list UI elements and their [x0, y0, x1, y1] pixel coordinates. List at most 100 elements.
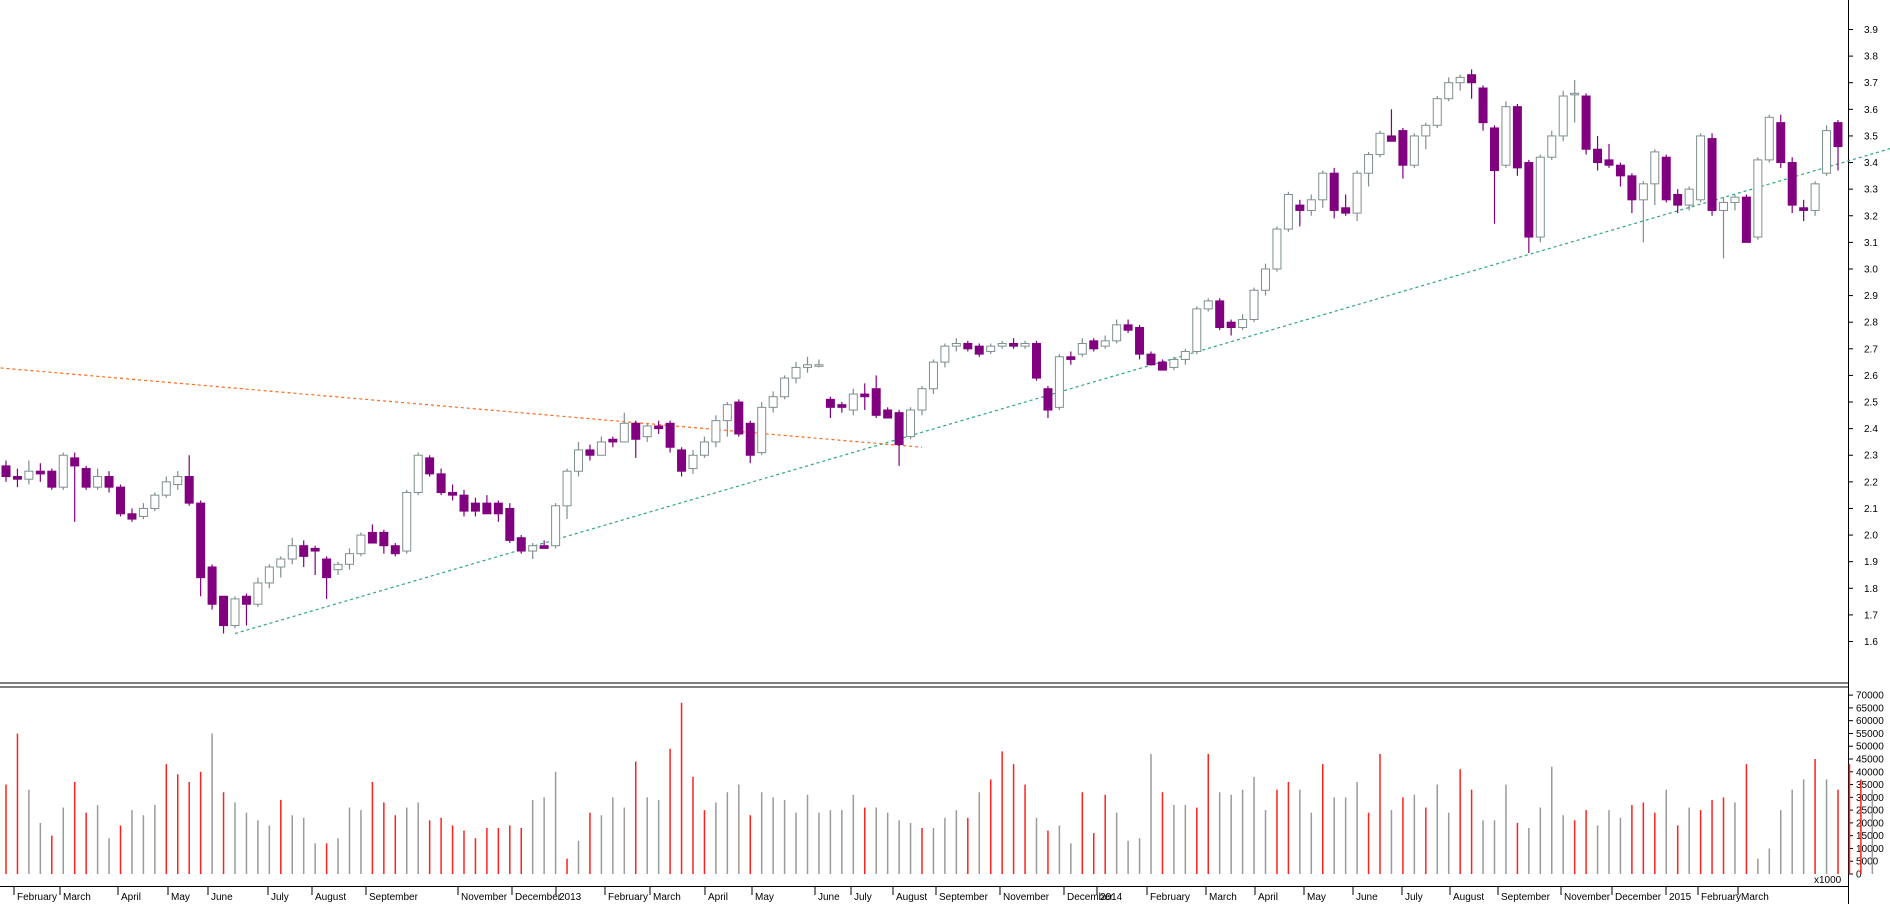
candle-up	[1444, 82, 1454, 100]
candle-up	[58, 454, 68, 488]
candle-down	[436, 473, 446, 493]
candle-down	[505, 507, 515, 541]
volume-tick-label: 65000	[1856, 703, 1884, 714]
candle-up	[1753, 159, 1763, 238]
candle-down	[883, 409, 893, 419]
candle-up	[24, 470, 34, 480]
candle-down	[745, 422, 755, 456]
date-tick-label: February	[17, 892, 57, 903]
volume-tick-label: 45000	[1856, 755, 1884, 766]
price-tick-label: 2.9	[1864, 291, 1878, 302]
trendline	[234, 148, 1890, 635]
candle-up	[1650, 151, 1660, 185]
date-tick-label: September	[369, 892, 419, 903]
candle-up	[333, 563, 343, 571]
candle-down	[516, 537, 526, 552]
date-tick-label: August	[1453, 892, 1484, 903]
candle-down	[1524, 162, 1534, 238]
price-tick-label: 1.7	[1864, 610, 1878, 621]
candle-down	[734, 401, 744, 435]
candle-up	[1570, 92, 1580, 96]
candle-up	[161, 481, 171, 496]
candle-down	[448, 491, 458, 496]
candle-down	[1066, 356, 1076, 360]
date-tick-label: April	[121, 892, 141, 903]
candle-up	[551, 505, 561, 547]
candle-down	[894, 412, 904, 446]
candle-up	[1352, 172, 1362, 214]
candle-down	[127, 513, 137, 520]
candle-up	[1272, 228, 1282, 270]
candle-up	[1535, 156, 1545, 238]
price-tick-label: 2.7	[1864, 344, 1878, 355]
candle-up	[173, 476, 183, 486]
candle-down	[1, 465, 11, 478]
candle-up	[791, 366, 801, 379]
candle-down	[390, 545, 400, 555]
date-tick-label: August	[315, 892, 346, 903]
date-tick-label: 2014	[1100, 892, 1123, 903]
price-tick-label: 2.6	[1864, 371, 1878, 382]
candle-up	[688, 454, 698, 470]
price-tick-label: 3.3	[1864, 185, 1878, 196]
candle-down	[116, 486, 125, 515]
candle-down	[860, 393, 870, 398]
price-tick-label: 2.2	[1864, 477, 1878, 488]
volume-tick-label: 35000	[1856, 780, 1884, 791]
date-tick-label: February	[608, 892, 648, 903]
candle-up	[1810, 183, 1820, 211]
volume-tick-label: 0	[1856, 870, 1862, 881]
price-tick-label: 3.0	[1864, 264, 1878, 275]
candle-down	[1833, 122, 1843, 148]
candle-down	[207, 566, 217, 605]
price-tick-label: 3.4	[1864, 158, 1878, 169]
candle-up	[917, 388, 927, 411]
candle-up	[287, 545, 297, 560]
date-tick-label: May	[755, 892, 774, 903]
candle-down	[310, 547, 320, 552]
date-tick-label: March	[63, 892, 91, 903]
date-tick-label: March	[653, 892, 681, 903]
date-tick-label: December	[515, 892, 562, 903]
candle-down	[1089, 340, 1099, 350]
price-tick-label: 3.7	[1864, 78, 1878, 89]
candle-up	[1409, 135, 1419, 166]
candle-down	[322, 558, 332, 579]
volume-tick-label: 5000	[1856, 857, 1879, 868]
price-tick-label: 3.8	[1864, 52, 1878, 63]
candle-up	[1547, 135, 1557, 158]
candle-up	[264, 566, 274, 584]
candle-down	[837, 404, 847, 408]
candle-down	[665, 422, 675, 448]
candle-up	[642, 425, 652, 438]
price-tick-label: 2.5	[1864, 398, 1878, 409]
candle-up	[1638, 183, 1648, 201]
candle-up	[150, 494, 160, 509]
price-tick-label: 2.4	[1864, 424, 1878, 435]
date-tick-label: November	[1003, 892, 1050, 903]
candle-up	[1203, 300, 1213, 310]
volume-tick-label: 40000	[1856, 767, 1884, 778]
candle-up	[562, 470, 572, 507]
candle-down	[12, 476, 22, 480]
candle-up	[1719, 201, 1728, 211]
candle-up	[1100, 340, 1110, 347]
date-tick-label: March	[1741, 892, 1769, 903]
candle-down	[81, 468, 91, 488]
date-tick-label: November	[461, 892, 508, 903]
volume-tick-label: 70000	[1856, 691, 1884, 702]
price-tick-label: 2.8	[1864, 318, 1878, 329]
price-tick-label: 2.1	[1864, 504, 1878, 515]
date-tick-label: May	[1307, 892, 1326, 903]
date-tick-label: 2013	[559, 892, 582, 903]
candle-up	[848, 393, 858, 411]
candle-up	[906, 409, 916, 438]
candle-down	[196, 502, 206, 579]
candle-up	[986, 345, 996, 352]
date-axis: February March April May June July August Septe…	[0, 886, 1848, 903]
volume-tick-label: 15000	[1856, 831, 1884, 842]
candle-up	[1730, 196, 1740, 203]
candle-down	[1787, 162, 1797, 206]
